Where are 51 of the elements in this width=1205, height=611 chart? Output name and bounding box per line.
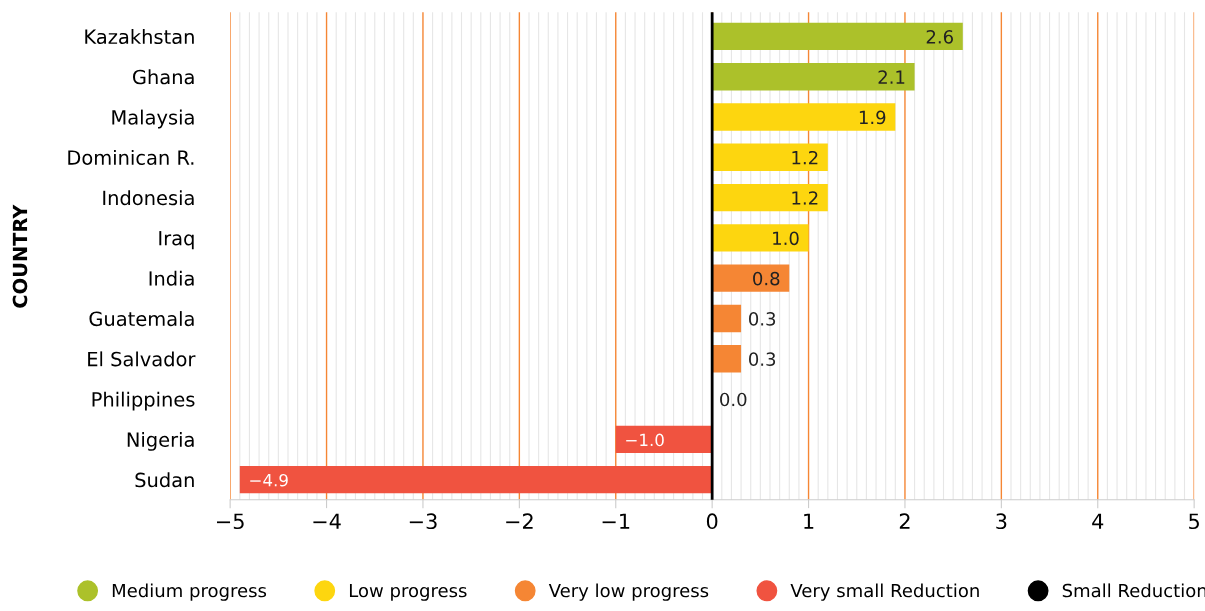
bar [712, 143, 828, 171]
data-label: −4.9 [250, 473, 288, 487]
data-label: 0.3 [749, 312, 776, 326]
y-tick-label: India [149, 270, 194, 286]
y-tick-label: Indonesia [103, 190, 194, 206]
bar [239, 465, 713, 494]
bar [712, 183, 828, 212]
legend-label: Medium progress [112, 583, 267, 601]
x-tick-label: 1 [804, 513, 814, 529]
bar [712, 22, 963, 51]
bar [712, 264, 790, 292]
y-tick-label: Nigeria [127, 431, 194, 451]
x-tick-label: −1 [602, 513, 630, 529]
legend-label: Low progress [349, 583, 467, 601]
y-tick-label: El Salvador [88, 351, 196, 367]
y-tick-label: Guatemala [89, 311, 194, 327]
x-tick-label: 0 [706, 513, 718, 530]
data-label: 1.0 [773, 231, 799, 246]
bar [712, 103, 896, 131]
bar [712, 62, 915, 91]
y-tick-label: Iraq [159, 231, 194, 250]
y-tick-label: Philippines [92, 391, 195, 411]
x-tick-label: −2 [506, 513, 533, 529]
x-tick-label: 4 [1092, 513, 1104, 529]
x-tick-label: −3 [409, 513, 437, 530]
x-tick-label: −4 [313, 513, 341, 529]
x-tick-label: 5 [1189, 513, 1199, 530]
data-label: 1.2 [792, 191, 818, 205]
bar [712, 224, 809, 252]
y-tick-label: Dominican R. [68, 149, 194, 165]
x-tick-label: 3 [996, 513, 1007, 530]
data-label: 2.1 [878, 70, 905, 84]
data-label: −1.0 [626, 433, 664, 447]
bar [712, 304, 742, 333]
y-tick-label: Kazakhstan [85, 29, 194, 45]
x-tick-label: −5 [217, 513, 244, 530]
data-label: 0.0 [720, 392, 747, 407]
y-axis-title: COUNTRY [12, 204, 28, 308]
legend-label: Very small Reduction [790, 583, 979, 601]
y-tick-label: Sudan [135, 472, 194, 488]
data-label: 1.9 [859, 110, 886, 125]
bar [615, 425, 713, 454]
data-label: 0.8 [753, 271, 780, 286]
data-label: 2.6 [926, 29, 953, 44]
data-label: 0.3 [749, 352, 776, 367]
bar [712, 345, 742, 373]
x-tick-label: 2 [899, 513, 910, 529]
data-label: 1.2 [792, 150, 818, 165]
legend-label: Very low progress [548, 583, 709, 601]
y-tick-label: Malaysia [112, 109, 194, 129]
y-tick-label: Ghana [132, 69, 194, 85]
